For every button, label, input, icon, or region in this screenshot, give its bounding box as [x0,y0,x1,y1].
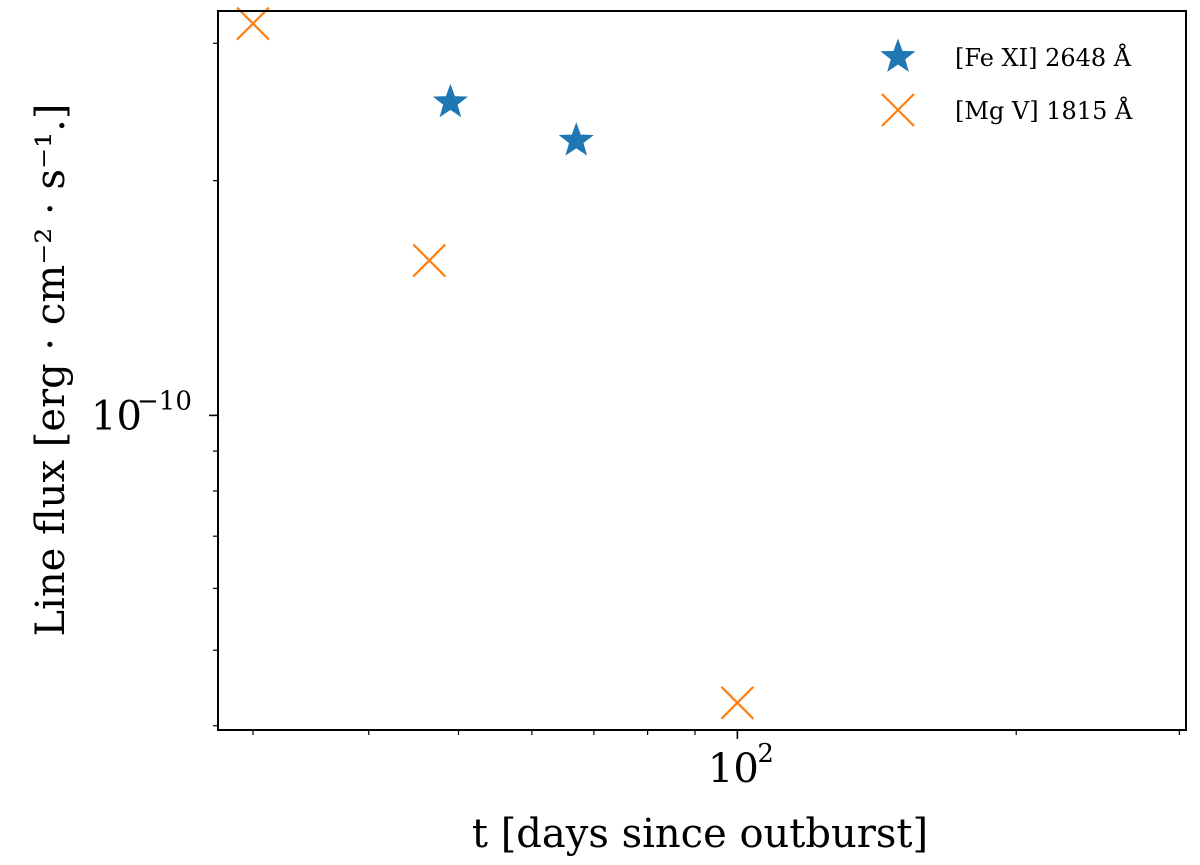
minor-ticks [213,42,1180,735]
data-points [236,6,755,720]
plot-frame [217,10,1187,731]
y-tick-label-exponent: −10 [137,386,192,416]
legend-item-mg-v: [Mg V] 1815 Å [881,93,1133,127]
data-point-x [412,243,447,278]
legend-x-icon [881,93,915,127]
data-point-star [558,122,594,156]
legend-label-fe-xi: [Fe XI] 2648 Å [955,43,1132,72]
legend-item-fe-xi: [Fe XI] 2648 Å [880,38,1132,72]
legend-star-icon [880,38,916,72]
legend-label-mg-v: [Mg V] 1815 Å [955,96,1133,125]
x-tick-label-exponent: 2 [757,739,774,769]
y-tick-label: 10 [91,393,142,439]
data-point-star [432,83,468,118]
data-point-x [236,6,270,41]
legend: [Fe XI] 2648 Å [Mg V] 1815 Å [880,38,1133,127]
legend-marker-x [881,93,915,127]
y-axis-label: Line flux [erg · cm⁻² · s⁻¹.] [28,104,74,637]
x-tick-label: 10 [708,746,759,792]
x-axis-label: t [days since outburst] [472,811,928,857]
data-point-x [720,686,755,720]
legend-marker-star [880,38,916,72]
